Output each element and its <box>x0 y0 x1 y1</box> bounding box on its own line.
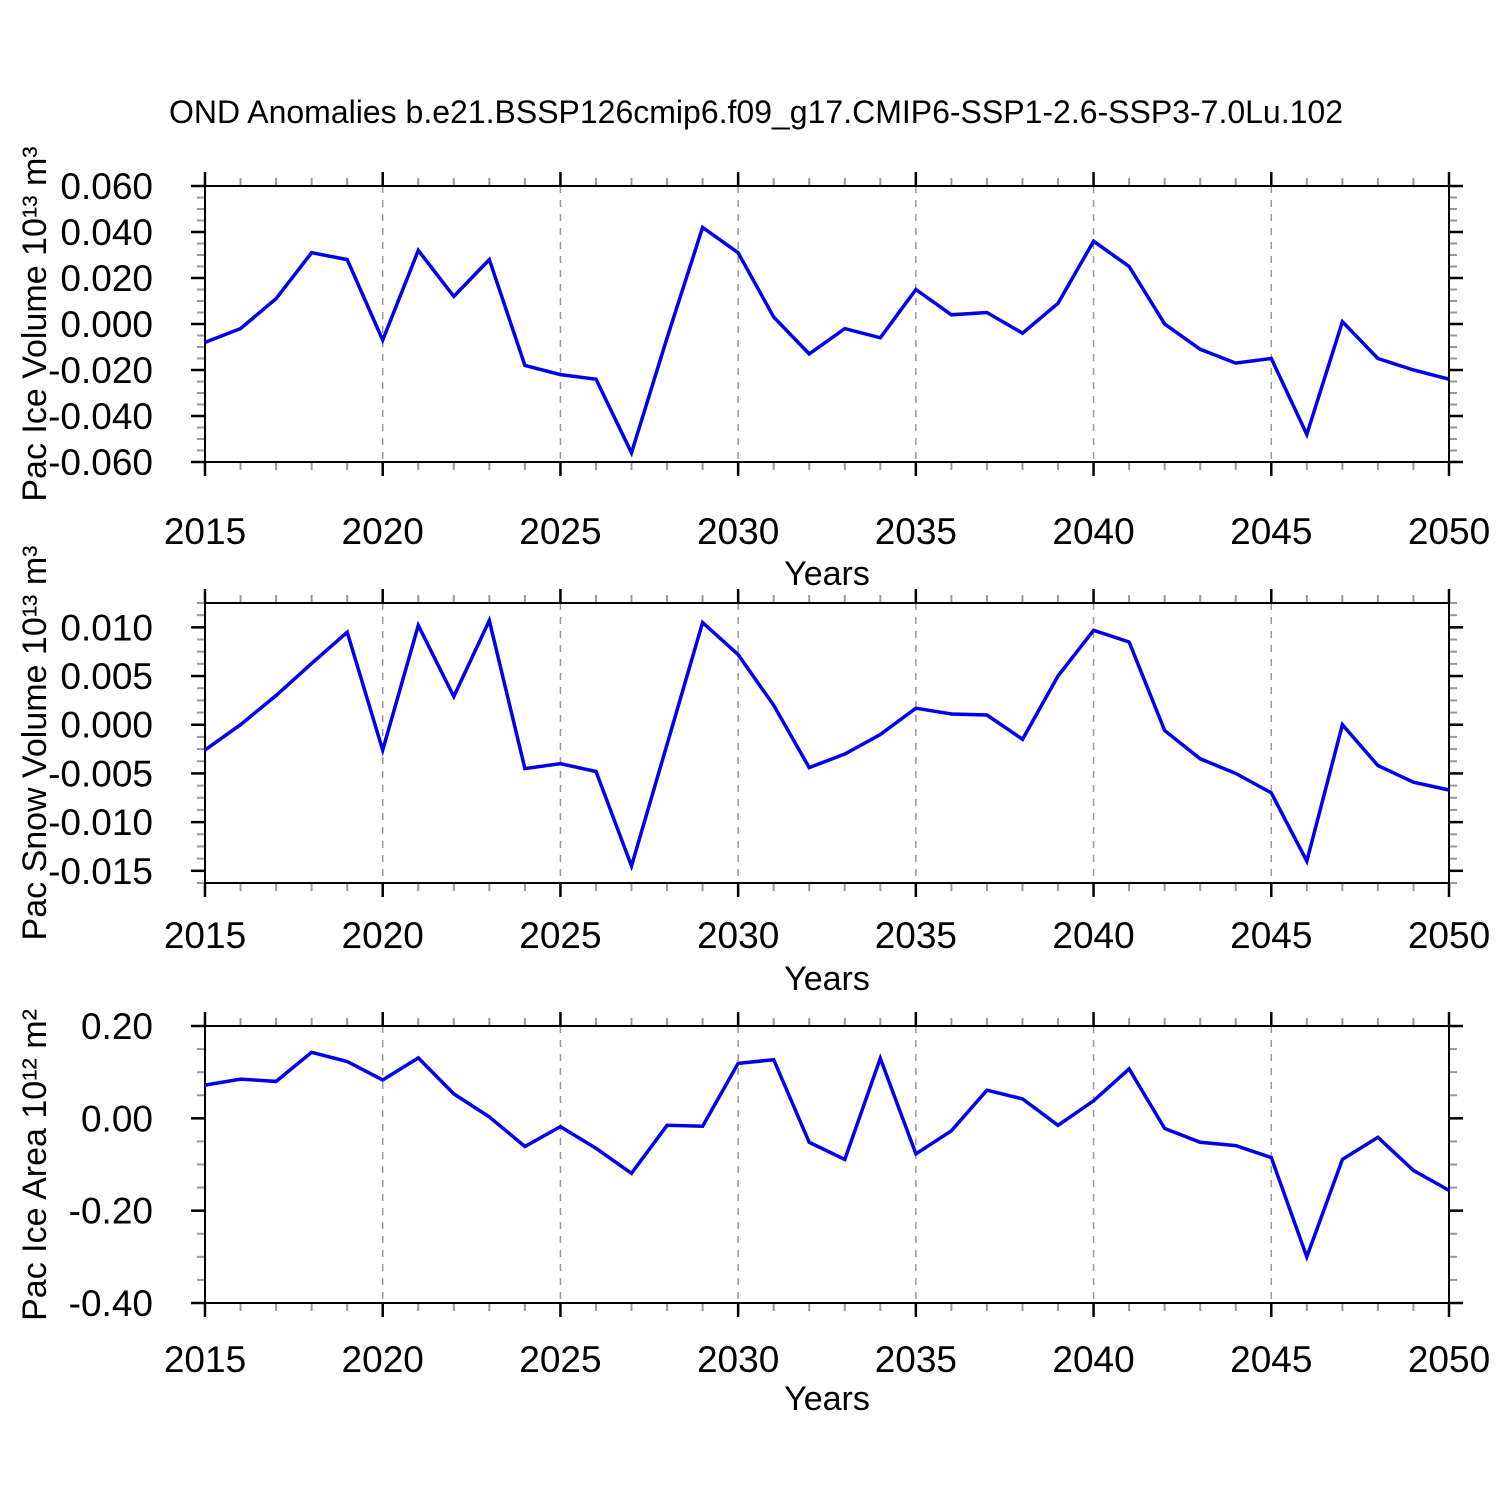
x-tick-label: 2030 <box>697 1339 779 1380</box>
plot-frame <box>204 1025 1450 1304</box>
y-tick-label: 0.000 <box>60 304 153 345</box>
x-tick-label: 2020 <box>342 915 424 956</box>
x-axis-title-ice-volume: Years <box>784 555 870 593</box>
x-tick-label: 2040 <box>1052 511 1134 552</box>
y-tick-label: 0.000 <box>60 705 153 746</box>
x-tick-label: 2030 <box>697 915 779 956</box>
chart-pac-ice-area: 2015 2020 2025 2030 2035 2040 2045 2050 0.20 0.00… <box>16 1006 1490 1418</box>
y-tick-label: 0.005 <box>60 656 153 697</box>
y-tick-label: 0.020 <box>60 258 153 299</box>
y-axis-title-snow-volume: Pac Snow Volume 10¹³ m³ <box>16 546 54 941</box>
x-tick-label: 2025 <box>519 511 601 552</box>
x-tick-label: 2015 <box>164 511 246 552</box>
y-tick-label: -0.010 <box>48 802 153 843</box>
y-tick-label: 0.00 <box>81 1098 153 1139</box>
x-tick-label: 2025 <box>519 1339 601 1380</box>
x-tick-label: 2030 <box>697 511 779 552</box>
x-tick-label: 2045 <box>1230 511 1312 552</box>
data-line-pac-snow-volume <box>203 615 1450 872</box>
x-axis-title-snow-volume: Years <box>784 960 870 998</box>
y-tick-label: 0.040 <box>60 212 153 253</box>
x-tick-label: 2035 <box>875 915 957 956</box>
chart-pac-snow-volume: 2015 2020 2025 2030 2035 2040 2045 2050 0.010 0.0… <box>16 546 1490 998</box>
x-axis-title-ice-area: Years <box>784 1380 870 1418</box>
x-tick-label: 2050 <box>1408 915 1490 956</box>
y-tick-label: -0.020 <box>48 350 153 391</box>
y-tick-label: -0.20 <box>69 1191 153 1232</box>
y-tick-label: -0.015 <box>48 851 153 892</box>
x-tick-label: 2020 <box>342 511 424 552</box>
x-tick-label: 2040 <box>1052 915 1134 956</box>
x-tick-label: 2015 <box>164 1339 246 1380</box>
data-line-pac-ice-area <box>204 1050 1450 1262</box>
x-tick-label: 2015 <box>164 915 246 956</box>
x-tick-label: 2040 <box>1052 1339 1134 1380</box>
y-tick-label: -0.40 <box>69 1283 153 1324</box>
figure-title: OND Anomalies b.e21.BSSP126cmip6.f09_g17… <box>169 94 1343 130</box>
plot-frame <box>204 185 1450 463</box>
data-line-pac-ice-volume <box>204 224 1450 458</box>
y-tick-label: -0.005 <box>48 753 153 794</box>
x-tick-label: 2050 <box>1408 511 1490 552</box>
plot-frame <box>204 602 1450 884</box>
x-tick-label: 2045 <box>1230 1339 1312 1380</box>
chart-pac-ice-volume: 2015 2020 2025 2030 2035 2040 2045 2050 0.060 0.0… <box>16 146 1490 593</box>
y-axis-title-ice-area: Pac Ice Area 10¹² m² <box>16 1009 54 1321</box>
y-tick-label: -0.040 <box>48 396 153 437</box>
y-tick-label: 0.20 <box>81 1006 153 1047</box>
x-tick-label: 2045 <box>1230 915 1312 956</box>
y-tick-label: -0.060 <box>48 442 153 483</box>
x-tick-label: 2035 <box>875 1339 957 1380</box>
x-tick-label: 2035 <box>875 511 957 552</box>
x-tick-label: 2020 <box>342 1339 424 1380</box>
x-tick-label: 2050 <box>1408 1339 1490 1380</box>
x-tick-label: 2025 <box>519 915 601 956</box>
y-axis-title-ice-volume: Pac Ice Volume 10¹³ m³ <box>16 146 54 501</box>
y-tick-label: 0.010 <box>60 607 153 648</box>
y-tick-label: 0.060 <box>60 166 153 207</box>
